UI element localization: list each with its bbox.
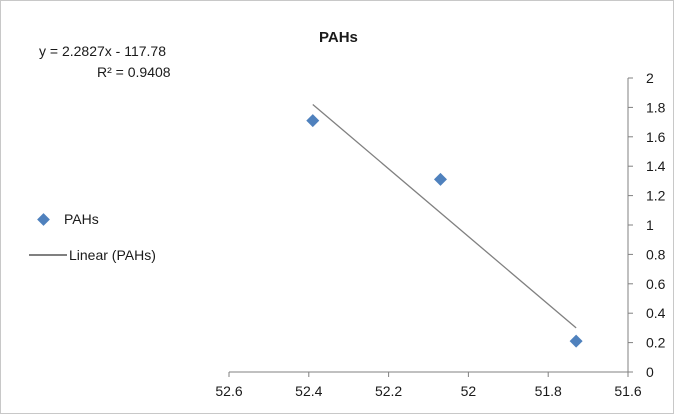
- y-tick-label: 1.2: [646, 188, 666, 204]
- legend-entry-trendline: Linear (PAHs): [29, 247, 156, 263]
- y-tick-label: 1.6: [646, 129, 666, 145]
- y-tick-label: 2: [646, 70, 654, 86]
- data-point: [306, 114, 320, 128]
- data-point: [569, 334, 583, 348]
- chart-title: PAHs: [319, 29, 358, 46]
- data-point: [433, 172, 447, 186]
- x-tick-label: 52.4: [295, 383, 322, 399]
- legend-entry-points: PAHs: [27, 211, 99, 227]
- legend-label-trendline: Linear (PAHs): [69, 247, 156, 263]
- y-tick-label: 0.4: [646, 305, 666, 321]
- y-tick-label: 1.4: [646, 158, 666, 174]
- y-tick-label: 0.2: [646, 335, 666, 351]
- x-tick-label: 51.8: [535, 383, 562, 399]
- x-tick-label: 52: [461, 383, 477, 399]
- diamond-marker-icon: [37, 212, 50, 226]
- x-tick-label: 52.6: [215, 383, 242, 399]
- x-tick-label: 51.6: [614, 383, 641, 399]
- y-tick-label: 1.8: [646, 99, 666, 115]
- legend-label-points: PAHs: [64, 211, 99, 227]
- line-sample-icon: [29, 254, 67, 256]
- r-squared-label: R² = 0.9408: [97, 64, 171, 80]
- y-tick-label: 0: [646, 364, 654, 380]
- y-tick-label: 0.6: [646, 276, 666, 292]
- trendline-equation: y = 2.2827x - 117.78: [39, 43, 166, 59]
- trendline: [312, 103, 577, 329]
- y-tick-label: 0.8: [646, 246, 666, 262]
- x-tick-label: 52.2: [375, 383, 402, 399]
- y-tick-label: 1: [646, 217, 654, 233]
